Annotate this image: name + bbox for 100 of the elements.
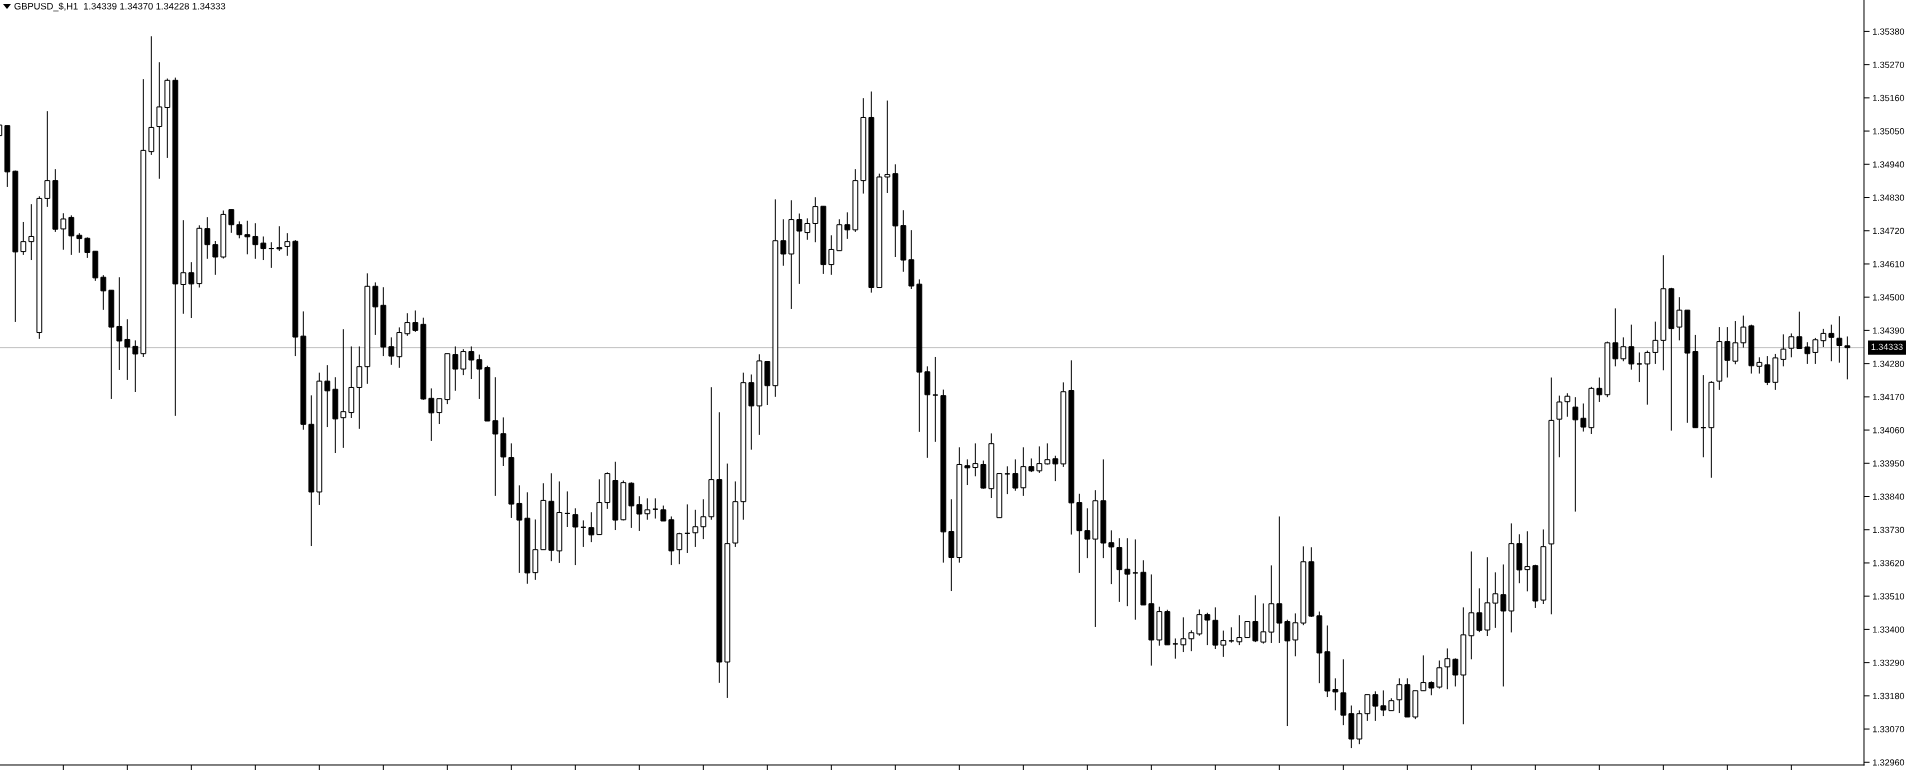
candlestick	[1468, 550, 1475, 660]
candlestick	[588, 511, 595, 543]
candlestick	[1436, 660, 1443, 690]
candlestick	[748, 374, 755, 451]
candlestick	[1764, 355, 1771, 386]
candlestick	[212, 240, 219, 276]
candlestick	[340, 328, 347, 449]
candlestick	[468, 345, 475, 380]
candlestick	[132, 339, 139, 393]
candlestick	[324, 364, 331, 428]
candlestick	[1804, 341, 1811, 365]
y-tick-label: 1.33180	[1873, 692, 1905, 700]
candlestick	[1676, 296, 1683, 341]
candlestick	[1620, 336, 1627, 362]
candlestick	[1004, 465, 1011, 495]
candlestick	[884, 100, 891, 194]
candlestick	[1188, 629, 1195, 652]
candlestick	[1844, 335, 1851, 380]
candlestick	[1380, 689, 1387, 717]
candlestick	[1340, 658, 1347, 726]
candlestick	[452, 345, 459, 392]
y-tick-label: 1.34500	[1873, 294, 1905, 301]
candlestick	[180, 219, 187, 315]
candlestick	[252, 222, 259, 260]
candlestick	[1132, 538, 1139, 621]
y-tick-label: 1.33950	[1873, 460, 1905, 467]
candlestick	[692, 509, 699, 548]
candlestick	[1476, 587, 1483, 633]
candlestick	[1228, 626, 1235, 644]
candlestick	[804, 217, 811, 241]
candlestick	[1236, 614, 1243, 646]
candlestick	[780, 218, 787, 267]
candlestick	[1636, 351, 1643, 383]
candlestick	[188, 261, 195, 319]
candlestick	[356, 345, 363, 430]
candlestick	[1124, 537, 1131, 607]
candlestick	[636, 495, 643, 532]
candlestick	[1612, 307, 1619, 367]
candlestick	[156, 61, 163, 180]
candlestick	[964, 458, 971, 486]
candlestick	[1452, 657, 1459, 687]
y-tick-label: 1.35380	[1873, 28, 1905, 35]
candlestick	[436, 398, 443, 425]
candlestick	[20, 221, 27, 256]
candlestick	[44, 110, 51, 208]
candlestick	[1812, 337, 1819, 365]
candlestick	[1252, 594, 1259, 643]
candlestick	[124, 318, 131, 381]
y-tick-label: 1.33840	[1873, 493, 1905, 500]
candlestick	[1284, 619, 1291, 727]
candlestick	[1500, 563, 1507, 687]
candlestick	[1740, 315, 1747, 349]
candlestick	[676, 532, 683, 565]
candlestick	[1052, 455, 1059, 482]
candlestick	[1492, 571, 1499, 629]
candlestick	[1292, 612, 1299, 657]
candlestick	[492, 376, 499, 497]
candlestick	[68, 214, 75, 256]
candlestick	[276, 225, 283, 252]
candlestick	[1220, 630, 1227, 658]
candlestick	[1116, 537, 1123, 603]
y-tick-label: 1.33510	[1873, 593, 1905, 600]
y-tick-label: 1.35160	[1873, 94, 1905, 102]
ref-line-label: 1.34333	[1871, 343, 1903, 350]
candlestick	[228, 209, 235, 234]
candlestick	[1796, 311, 1803, 350]
candlestick	[388, 336, 395, 366]
candlestick	[1556, 395, 1563, 458]
candlestick	[812, 196, 819, 243]
candlestick	[284, 232, 291, 257]
candlestick	[28, 203, 35, 261]
candlestick	[1084, 507, 1091, 559]
candlestick	[516, 484, 523, 574]
candlestick	[1036, 445, 1043, 474]
candlestick	[428, 387, 435, 442]
candlestick	[1332, 677, 1339, 711]
candlestick	[1420, 654, 1427, 692]
candlestick	[84, 236, 91, 259]
candlestick	[644, 497, 651, 521]
y-tick-label: 1.35050	[1873, 128, 1905, 135]
candlestick	[1372, 690, 1379, 722]
candlestick	[372, 281, 379, 336]
candlestick	[404, 312, 411, 337]
candlestick	[1108, 529, 1115, 585]
candlestick	[932, 356, 939, 443]
y-tick-label: 1.34830	[1873, 194, 1905, 201]
candlestick	[1572, 396, 1579, 513]
candlestick	[260, 235, 267, 261]
y-tick-label: 1.34940	[1873, 161, 1905, 168]
candlestick	[1012, 458, 1019, 492]
candlestick	[1524, 530, 1531, 592]
candlestick	[412, 309, 419, 333]
candlestick	[116, 276, 123, 371]
candlestick	[1276, 515, 1283, 644]
candlestick	[476, 354, 483, 400]
candlestick	[1260, 602, 1267, 645]
y-tick-label: 1.34390	[1873, 327, 1905, 334]
candlestick	[460, 348, 467, 376]
y-tick-label: 1.33620	[1873, 559, 1905, 567]
y-tick-label: 1.33070	[1873, 726, 1905, 733]
